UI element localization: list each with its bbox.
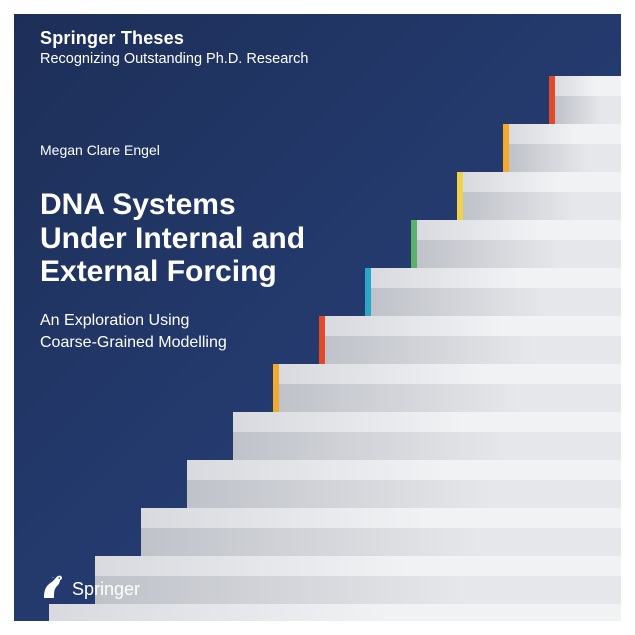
series-tagline: Recognizing Outstanding Ph.D. Research bbox=[40, 51, 595, 67]
stair-color-mark bbox=[503, 124, 509, 172]
stair-color-mark bbox=[549, 76, 555, 124]
stair-color-mark bbox=[273, 364, 279, 412]
book-title: DNA Systems Under Internal and External … bbox=[40, 188, 421, 289]
series-title: Springer Theses bbox=[40, 28, 595, 49]
title-line: DNA Systems bbox=[40, 188, 421, 222]
author-name: Megan Clare Engel bbox=[40, 142, 160, 158]
series-band: Springer Theses Recognizing Outstanding … bbox=[14, 14, 621, 79]
publisher-name: Springer bbox=[72, 579, 140, 600]
subtitle-line: An Exploration Using bbox=[40, 310, 381, 332]
subtitle-line: Coarse-Grained Modelling bbox=[40, 332, 381, 354]
book-subtitle: An Exploration Using Coarse-Grained Mode… bbox=[40, 310, 381, 353]
title-line: External Forcing bbox=[40, 255, 421, 289]
title-line: Under Internal and bbox=[40, 222, 421, 256]
springer-horse-icon bbox=[40, 574, 64, 605]
publisher-block: Springer bbox=[40, 574, 140, 605]
stair-color-mark bbox=[457, 172, 463, 220]
book-cover: Springer Theses Recognizing Outstanding … bbox=[14, 14, 621, 621]
